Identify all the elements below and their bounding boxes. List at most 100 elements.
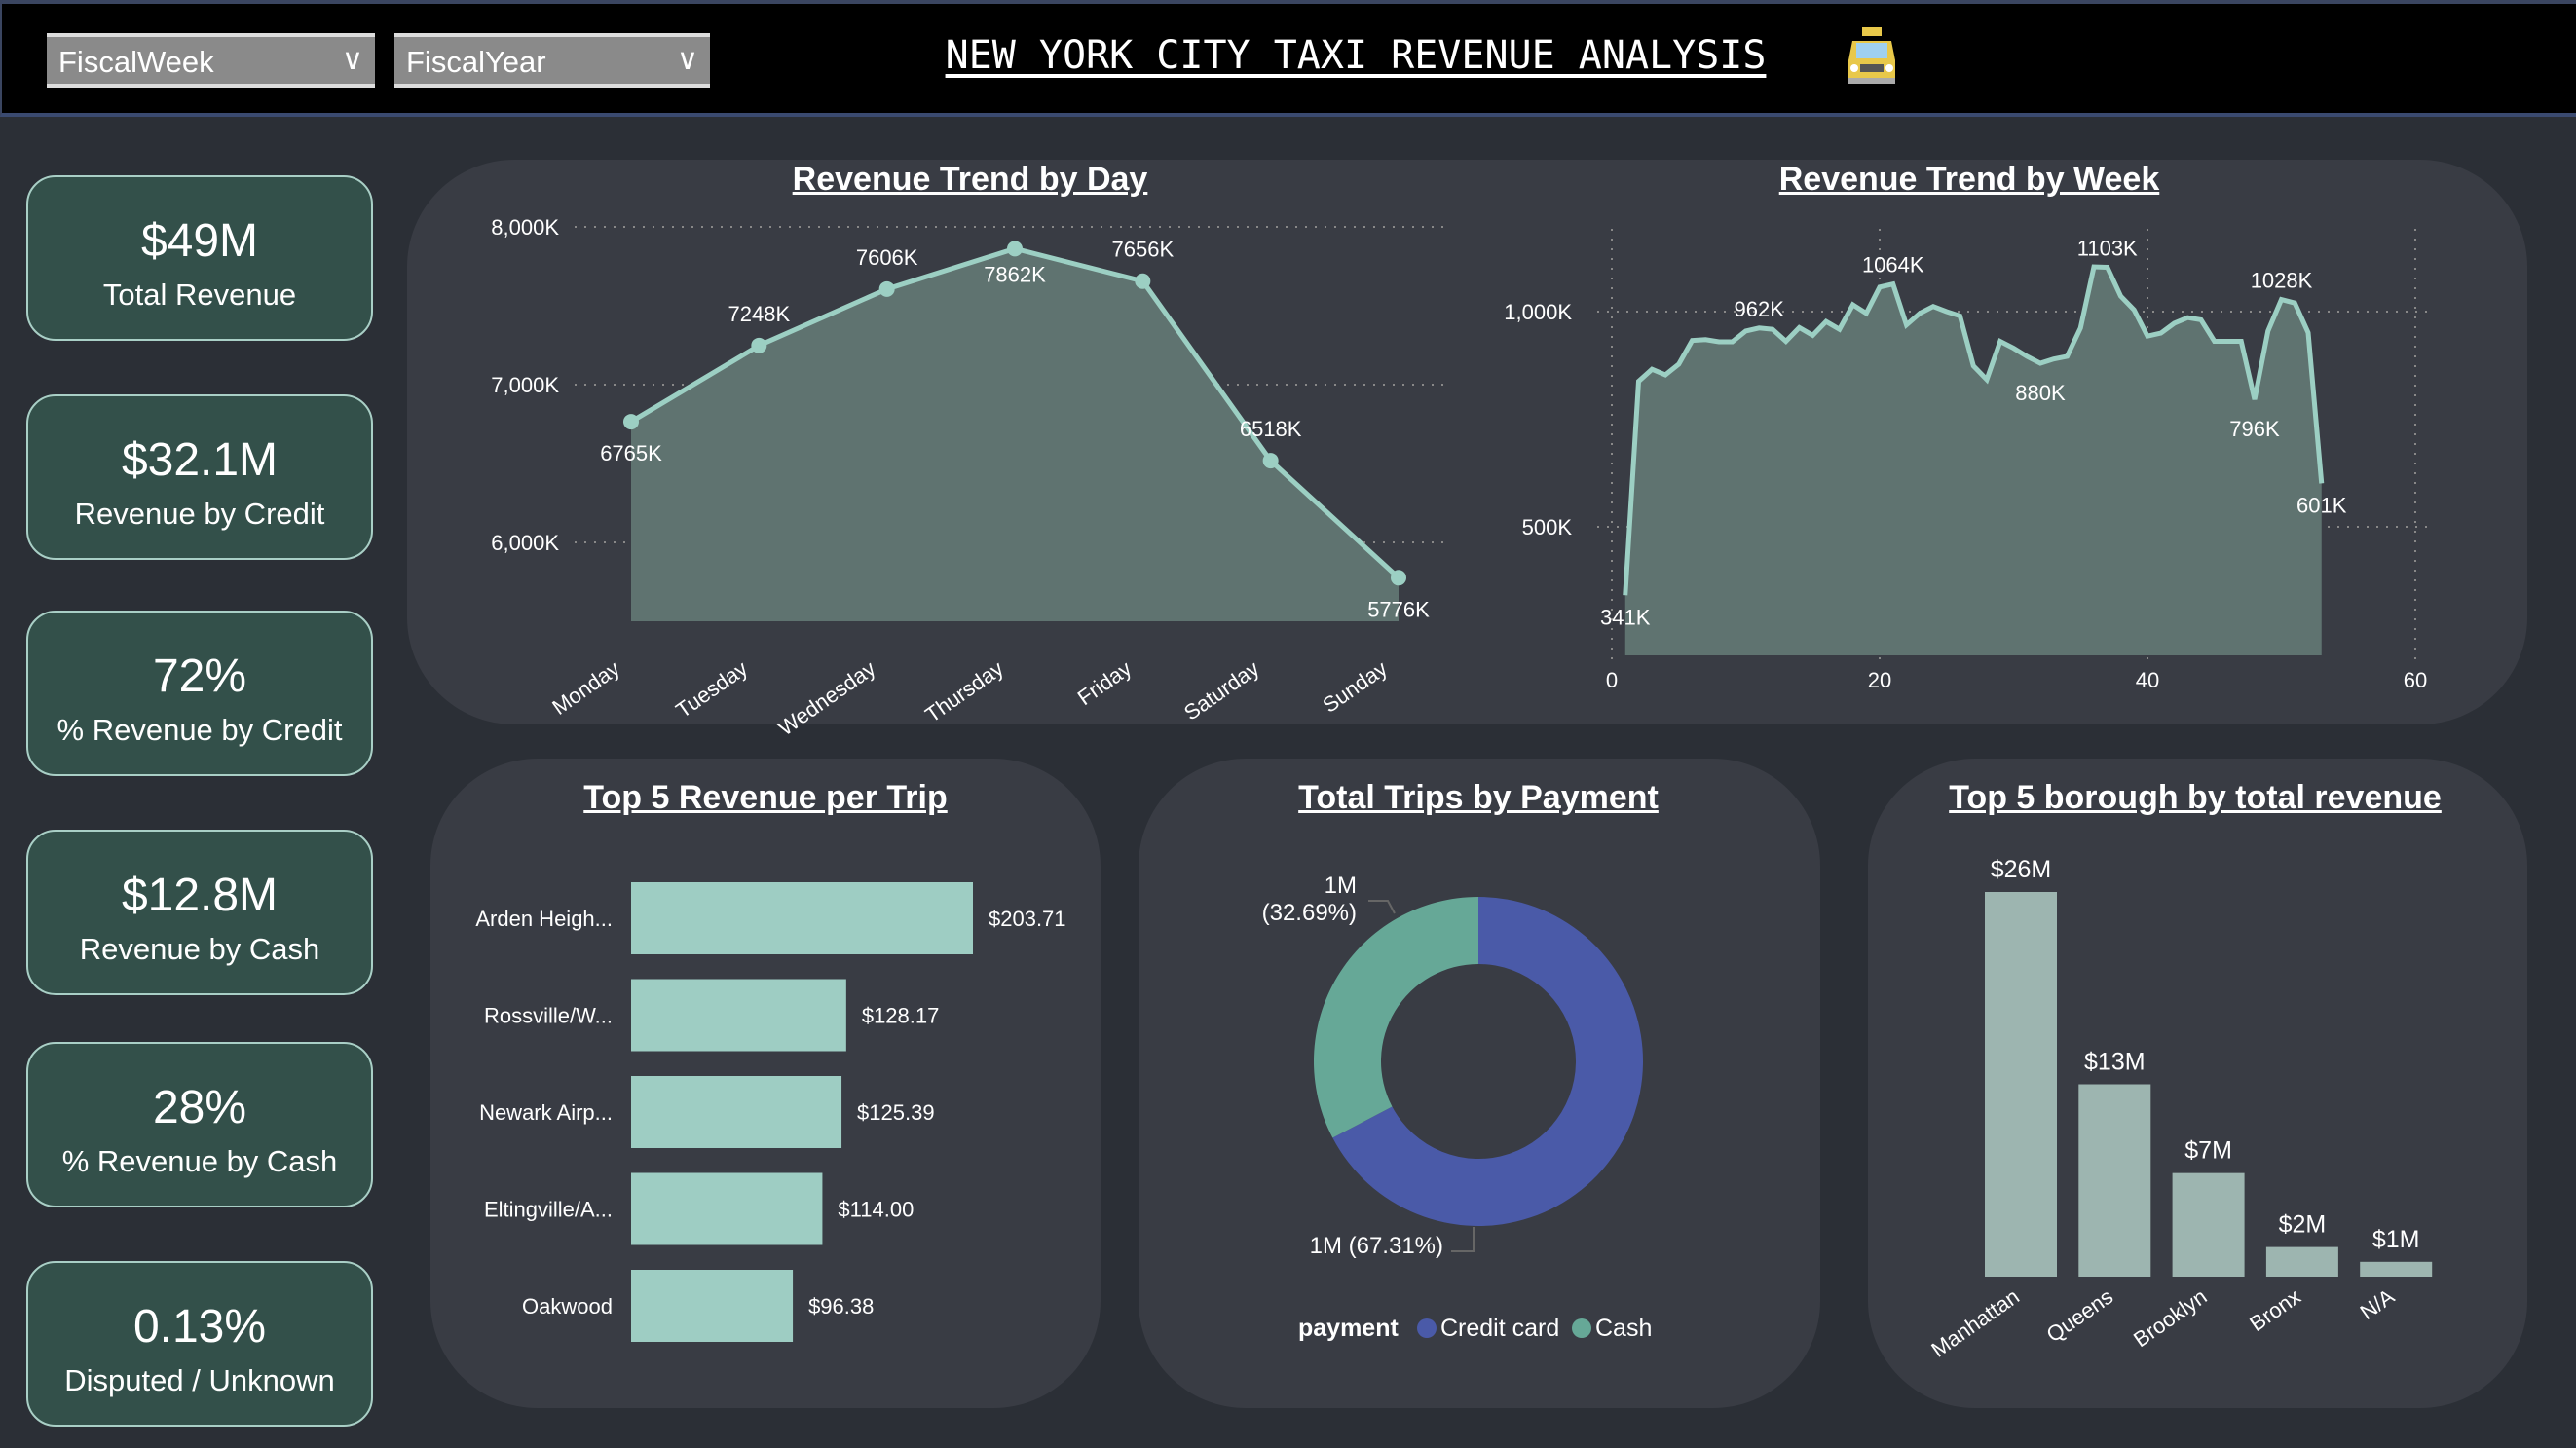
legend-swatch	[1417, 1318, 1437, 1338]
chevron-down-icon: ∨	[677, 44, 698, 76]
y-tick-label: 6,000K	[491, 531, 559, 555]
taxi-icon	[1848, 27, 1895, 84]
category-label: Oakwood	[522, 1294, 613, 1318]
category-label: N/A	[2356, 1283, 2400, 1324]
leader-line	[1451, 1227, 1475, 1252]
kpi-card: 72% % Revenue by Credit	[26, 611, 373, 776]
leader-line	[1368, 900, 1396, 914]
kpi-value: $12.8M	[121, 870, 279, 921]
category-label: Arden Heigh...	[475, 907, 613, 931]
kpi-value: 0.13%	[132, 1301, 267, 1353]
data-label: $13M	[2084, 1049, 2146, 1076]
x-tick-label: 20	[1868, 668, 1891, 692]
data-label: 880K	[2015, 381, 2066, 405]
data-label: $2M	[2279, 1211, 2327, 1239]
kpi-value: 28%	[152, 1082, 247, 1133]
data-point	[1391, 570, 1406, 586]
data-label: $125.39	[857, 1100, 935, 1125]
data-label: $203.71	[989, 907, 1066, 931]
category-label: Rossville/W...	[484, 1004, 613, 1028]
data-label: $1M	[2372, 1226, 2420, 1253]
series-line	[1623, 264, 2325, 596]
x-tick-label: Monday	[547, 656, 623, 720]
kpi-card: $32.1M Revenue by Credit	[26, 394, 373, 560]
day-chart-title: Revenue Trend by Day	[792, 161, 1148, 198]
x-tick-label: 40	[2136, 668, 2159, 692]
data-label: 6518K	[1240, 417, 1302, 441]
kpi-value: 72%	[152, 650, 247, 702]
data-label: 1M	[1325, 873, 1357, 899]
kpi-label: % Revenue by Cash	[61, 1144, 338, 1178]
payment-panel	[1139, 759, 1820, 1408]
data-point	[1007, 241, 1023, 257]
data-label: 7862K	[984, 262, 1046, 286]
fiscal-year-dropdown[interactable]: FiscalYear ∨	[394, 33, 710, 88]
kpi-label: Revenue by Cash	[79, 932, 320, 966]
data-label: 1028K	[2251, 269, 2313, 293]
data-label: $26M	[1991, 856, 2052, 883]
bar	[2172, 1172, 2245, 1277]
bar	[631, 1172, 823, 1245]
chevron-down-icon: ∨	[342, 44, 363, 76]
data-label: 796K	[2229, 417, 2280, 441]
bar	[2265, 1246, 2338, 1277]
data-label: 5776K	[1367, 597, 1430, 621]
bar	[631, 882, 973, 954]
bar	[631, 979, 846, 1052]
fiscal-week-dropdown[interactable]: FiscalWeek ∨	[47, 33, 375, 88]
y-tick-label: 8,000K	[491, 215, 559, 240]
data-label: $114.00	[838, 1198, 914, 1222]
data-label: 601K	[2296, 493, 2347, 517]
data-point	[1135, 273, 1151, 289]
y-tick-label: 500K	[1522, 515, 1573, 539]
area-fill	[631, 248, 1399, 621]
donut-slice	[1314, 897, 1478, 1138]
x-tick-label: Friday	[1073, 656, 1136, 711]
data-point	[878, 280, 895, 297]
category-label: Eltingville/A...	[484, 1198, 613, 1222]
data-label: 1M (67.31%)	[1310, 1233, 1443, 1259]
data-label: 7656K	[1112, 238, 1175, 262]
borough-title: Top 5 borough by total revenue	[1949, 779, 2442, 816]
legend-title: payment	[1298, 1315, 1399, 1342]
data-label: 1103K	[2077, 236, 2138, 260]
payment-title: Total Trips by Payment	[1298, 779, 1659, 816]
x-tick-label: Sunday	[1318, 656, 1391, 718]
header-bar: FiscalWeek ∨ FiscalYear ∨ NEW YORK CITY …	[0, 0, 2576, 117]
data-label: 7606K	[856, 245, 918, 270]
category-label: Brooklyn	[2129, 1284, 2211, 1353]
x-tick-label: 0	[1606, 668, 1618, 692]
bar	[631, 1076, 842, 1148]
data-label: 962K	[1735, 297, 1785, 321]
kpi-card: 0.13% Disputed / Unknown	[26, 1261, 373, 1427]
area-fill	[1624, 267, 2322, 655]
bar	[2360, 1261, 2433, 1277]
data-label: 7248K	[728, 302, 791, 326]
category-label: Queens	[2042, 1284, 2117, 1348]
page-title: NEW YORK CITY TAXI REVENUE ANALYSIS	[945, 33, 1767, 78]
x-tick-label: Tuesday	[671, 656, 752, 723]
x-tick-label: Wednesday	[773, 656, 879, 741]
legend-swatch	[1572, 1318, 1591, 1338]
data-point	[623, 414, 639, 430]
data-point	[751, 337, 767, 353]
data-label: 341K	[1600, 605, 1651, 629]
kpi-value: $32.1M	[121, 434, 279, 486]
revenue-per-trip-title: Top 5 Revenue per Trip	[583, 779, 948, 816]
category-label: Bronx	[2245, 1284, 2304, 1336]
category-label: Manhattan	[1926, 1284, 2024, 1362]
dropdown-label: FiscalWeek	[58, 45, 214, 79]
y-tick-label: 7,000K	[491, 373, 559, 397]
kpi-label: Total Revenue	[102, 278, 297, 312]
data-label: $128.17	[862, 1004, 940, 1028]
dropdown-label: FiscalYear	[406, 45, 546, 79]
kpi-value: $49M	[140, 215, 259, 267]
data-label: 6765K	[600, 441, 662, 465]
donut-slice	[1332, 897, 1643, 1227]
kpi-card: 28% % Revenue by Cash	[26, 1042, 373, 1207]
kpi-label: Revenue by Credit	[74, 497, 325, 531]
data-label: $96.38	[808, 1294, 874, 1318]
data-point	[1262, 453, 1279, 469]
bar	[2078, 1084, 2151, 1277]
